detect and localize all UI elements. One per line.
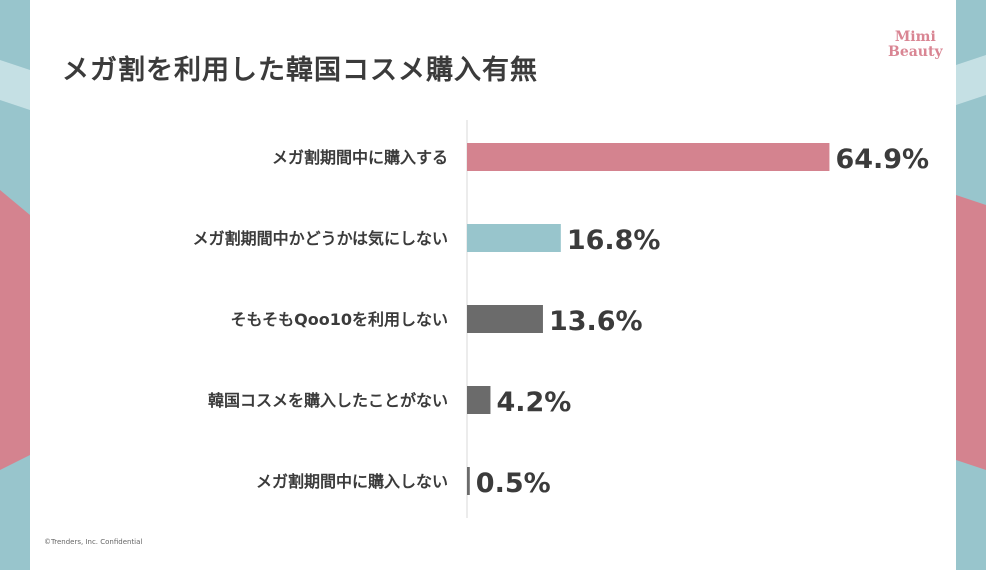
right-decoration-stripe [956, 0, 986, 570]
footer-copyright: ©Trenders, Inc. Confidential [44, 538, 143, 546]
data-label: 0.5% [476, 468, 551, 499]
data-label: 16.8% [567, 225, 661, 256]
category-label: そもそもQoo10を利用しない [230, 310, 448, 329]
bar [467, 224, 561, 252]
category-label: メガ割期間中に購入する [272, 148, 448, 167]
page-title: メガ割を利用した韓国コスメ購入有無 [62, 55, 538, 86]
data-label: 4.2% [496, 387, 571, 418]
data-label: 13.6% [549, 306, 643, 337]
bar [467, 386, 491, 414]
bar [467, 305, 543, 333]
category-label: メガ割期間中かどうかは気にしない [193, 229, 448, 248]
logo-line-1: Mimi [894, 29, 936, 45]
bar [467, 143, 830, 171]
brand-logo: Mimi Beauty [888, 30, 943, 60]
left-decoration-stripe [0, 0, 30, 570]
category-label: 韓国コスメを購入したことがない [208, 391, 448, 410]
data-label: 64.9% [835, 144, 929, 175]
logo-line-2: Beauty [888, 44, 943, 60]
bar [467, 467, 470, 495]
category-label: メガ割期間中に購入しない [256, 472, 448, 491]
